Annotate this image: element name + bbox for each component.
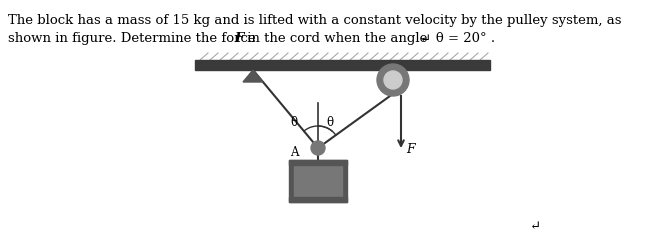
Text: F: F	[406, 143, 415, 156]
Text: shown in figure. Determine the force: shown in figure. Determine the force	[8, 32, 260, 45]
Text: ↵: ↵	[530, 220, 541, 233]
Bar	[294, 165, 342, 197]
Circle shape	[384, 71, 402, 89]
Bar	[195, 60, 490, 70]
Text: A: A	[290, 146, 299, 159]
Text: The block has a mass of 15 kg and is lifted with a constant velocity by the pull: The block has a mass of 15 kg and is lif…	[8, 14, 621, 27]
Text: F: F	[234, 32, 243, 45]
Bar	[289, 160, 347, 202]
Circle shape	[311, 141, 325, 155]
Text: in the cord when the angle  θ = 20° .: in the cord when the angle θ = 20° .	[243, 32, 495, 45]
Bar	[289, 160, 347, 165]
Bar	[289, 197, 347, 202]
Circle shape	[377, 64, 409, 96]
Text: θ: θ	[290, 116, 297, 129]
Polygon shape	[243, 70, 263, 82]
Text: θ: θ	[326, 116, 333, 129]
Text: ↵: ↵	[420, 33, 431, 46]
